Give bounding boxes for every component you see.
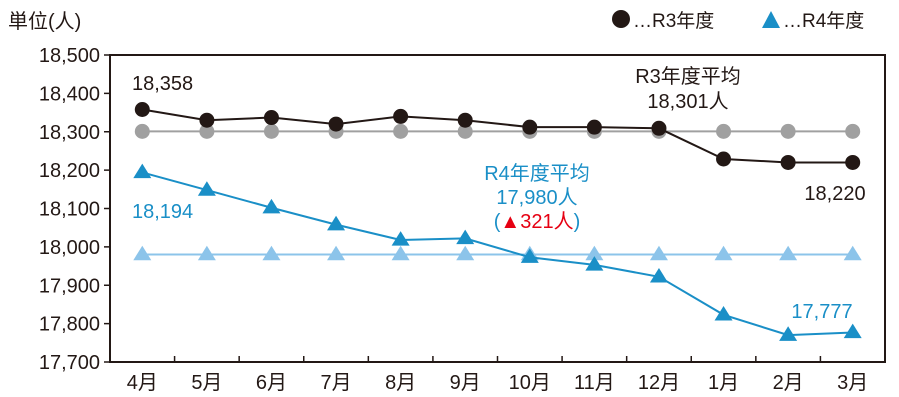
series-group [133,101,862,341]
data-point [779,326,798,341]
average-point [585,245,604,261]
x-tick-label: 2月 [773,372,804,394]
data-point [651,120,667,136]
data-point [457,112,473,128]
data-point [263,110,279,126]
data-point [134,101,150,117]
average-point [716,123,732,139]
y-tick-label: 18,400 [39,83,100,105]
data-point [393,108,409,124]
r4-avg-label-line1: R4年度平均 [484,162,590,185]
r4-avg-label-line2: 17,980人 [496,186,577,209]
r3-start-label: 18,358 [132,73,193,95]
series-r4 [133,163,862,341]
series-r3 [134,101,861,170]
data-point [262,198,281,214]
y-tick-label: 18,100 [39,199,100,221]
r4-diff-value: ▲321人 [500,210,573,233]
r4-diff-close: ) [574,211,581,233]
r3-end-label: 18,220 [804,183,865,205]
average-point [199,123,215,139]
data-point [328,116,344,132]
y-tick-label: 17,700 [39,352,100,374]
annotations: 18,358 R3年度平均 18,301人 18,220 18,194 R4年度… [132,65,866,323]
data-point [845,154,861,170]
average-point [779,245,798,261]
data-point [327,215,346,231]
average-point [391,245,410,261]
average-point [393,123,409,139]
legend: …R3年度 …R4年度 [612,10,864,32]
x-tick-label: 7月 [320,372,351,394]
average-point [134,123,150,139]
x-axis: 4月 5月 6月 7月 8月 9月 10月 11月 12月 1月 2月 3月 [109,356,886,394]
x-tick-label: 4月 [127,372,158,394]
data-point [133,163,152,179]
average-point [780,123,796,139]
series-line [142,108,853,164]
legend-marker-r3 [612,10,630,28]
average-point [649,245,668,261]
average-point [197,245,216,261]
r3-avg-label-line2: 18,301人 [647,90,728,113]
x-tick-label: 10月 [509,372,551,394]
x-tick-label: 9月 [450,372,481,394]
data-point [520,248,539,263]
average-point [714,245,733,261]
y-tick-label: 18,000 [39,237,100,259]
unit-label: 単位(人) [8,10,81,33]
average-line-r4 [133,245,862,261]
r3-avg-label-line1: R3年度平均 [635,65,741,88]
data-point [199,112,215,128]
average-point [456,245,475,261]
y-tick-label: 18,300 [39,122,100,144]
x-tick-label: 1月 [708,372,739,394]
x-tick-label: 3月 [837,372,868,394]
r4-diff-open: ( [494,211,501,233]
x-tick-label: 11月 [574,372,615,394]
average-point [262,245,281,261]
legend-label-r4: …R4年度 [783,10,864,32]
data-point [197,181,216,196]
average-point [263,123,279,139]
average-point [327,245,346,261]
average-point [133,245,152,261]
data-point [586,119,602,135]
y-tick-label: 17,900 [39,275,100,297]
legend-marker-r4 [762,11,780,28]
y-tick-label: 17,800 [39,314,100,336]
x-tick-label: 5月 [191,372,222,394]
y-tick-label: 18,200 [39,160,100,182]
data-point [714,305,733,321]
data-point [716,151,732,167]
x-tick-label: 8月 [385,372,416,394]
x-tick-label: 6月 [256,372,287,394]
data-point [780,154,796,170]
average-point [457,123,473,139]
average-line-r3 [134,123,861,139]
data-point [649,267,668,283]
r4-end-label: 17,777 [791,301,852,323]
average-lines [133,123,862,261]
data-point [585,256,604,271]
x-tick-label: 12月 [638,372,680,394]
y-tick-label: 18,500 [39,45,100,67]
data-point [522,119,538,135]
y-axis: 18,500 18,400 18,300 18,200 18,100 18,000 17,9… [39,45,110,374]
data-point [843,323,862,339]
r4-start-label: 18,194 [132,201,193,223]
series-line [142,171,853,337]
r4-diff-label: (▲321人) [494,210,581,233]
average-point [845,123,861,139]
data-point [391,231,410,246]
legend-label-r3: …R3年度 [633,10,714,32]
data-point [456,229,475,245]
average-point [843,245,862,261]
